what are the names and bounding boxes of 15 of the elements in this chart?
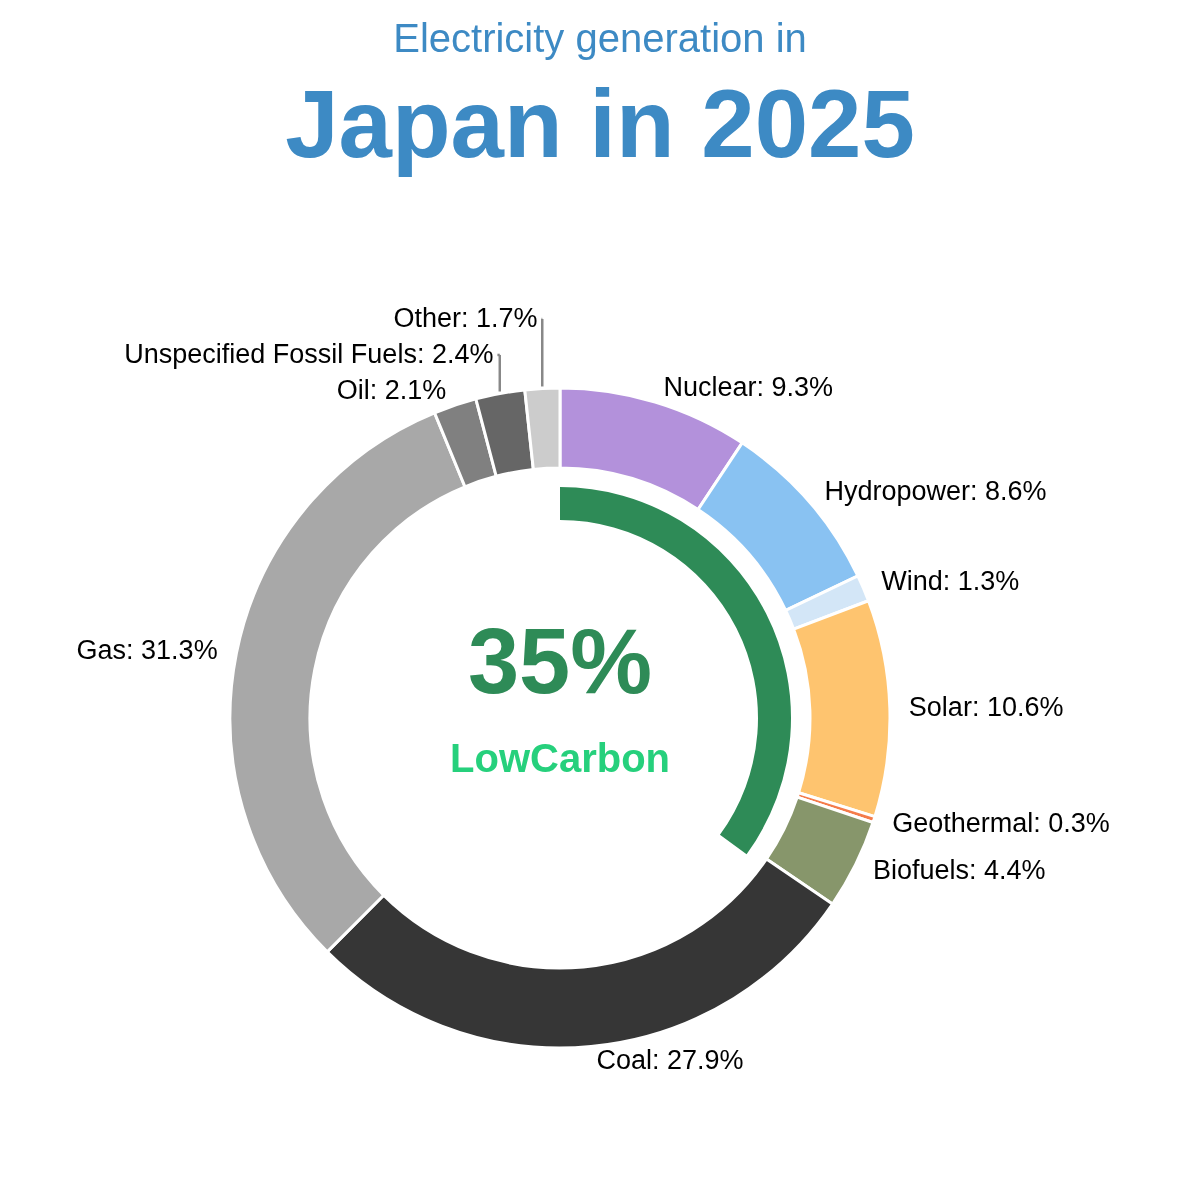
slice-label: Unspecified Fossil Fuels: 2.4%: [124, 338, 494, 369]
slice-label: Wind: 1.3%: [881, 566, 1020, 597]
chart-subtitle: Electricity generation in: [393, 16, 807, 60]
slice-label: Solar: 10.6%: [908, 691, 1064, 722]
slice-label: Gas: 31.3%: [76, 634, 218, 665]
slice-label: Other: 1.7%: [393, 302, 538, 333]
slice-label: Biofuels: 4.4%: [873, 855, 1046, 886]
data-label: 35%: [467, 610, 653, 712]
slice-label: Geothermal: 0.3%: [892, 808, 1110, 839]
legend-label: Oil: 2.1%: [336, 374, 447, 405]
slice-label: Nuclear: 9.3%: [663, 371, 834, 402]
slice-label: Coal: 27.9%: [596, 1045, 744, 1076]
slice-label: Hydropower: 8.6%: [824, 475, 1047, 506]
chart-title: Japan in 2025: [285, 70, 915, 177]
slice-label: LowCarbon: [450, 736, 670, 780]
